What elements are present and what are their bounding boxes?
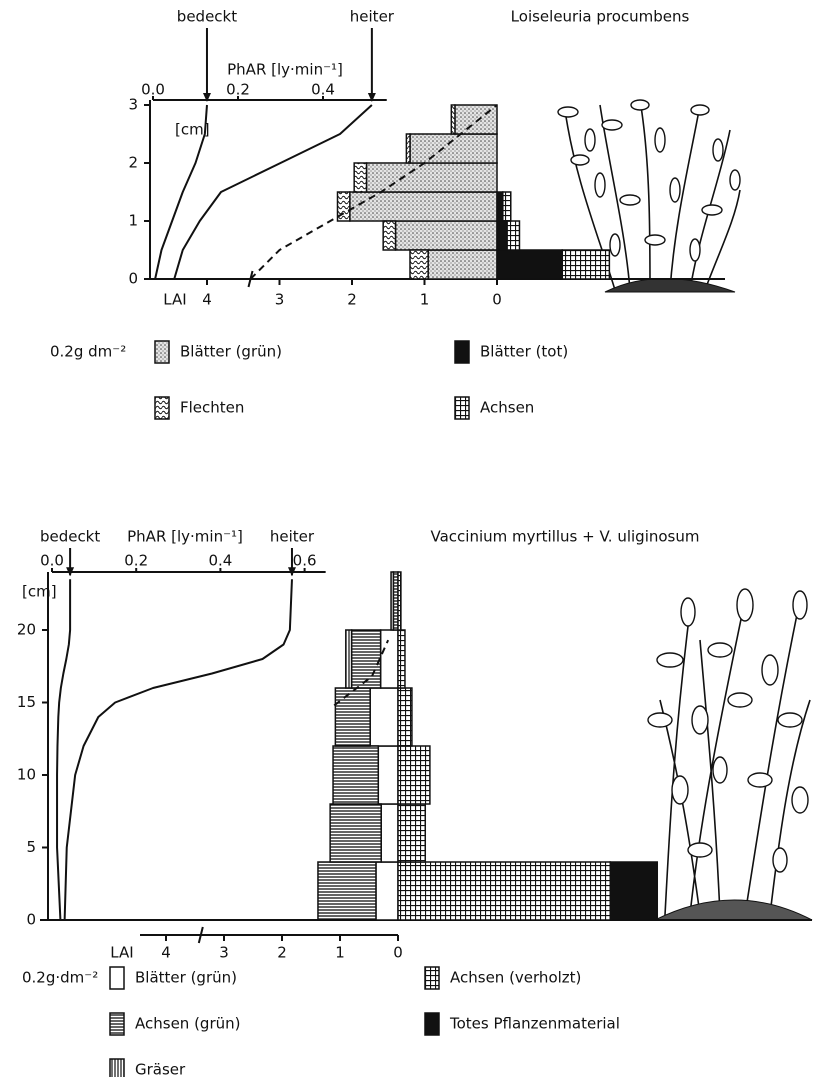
y-tick-label: 0 [26, 911, 36, 929]
biomass-bar [398, 862, 610, 920]
legend-swatch [110, 1013, 124, 1035]
legend-swatch [425, 967, 439, 989]
legend-swatch [110, 967, 124, 989]
figure: Loiseleuria procumbens PhAR [ly·min⁻¹] [cm… [0, 0, 823, 1077]
plant-drawing [648, 589, 812, 920]
legend-label: Achsen (verholzt) [450, 969, 581, 987]
biomass-bar [318, 862, 376, 920]
biomass-bar [335, 688, 370, 746]
lai-tick-label: 2 [347, 291, 357, 309]
biomass-bar [398, 630, 405, 688]
legend-label: Achsen [480, 399, 534, 417]
biomass-bar [367, 163, 498, 192]
legend-swatch [155, 341, 169, 363]
biomass-bar [376, 862, 398, 920]
biomass-bar [455, 105, 497, 134]
y-tick-label: 3 [128, 96, 138, 114]
x-axis-label: PhAR [ly·min⁻¹] [127, 528, 243, 546]
chart-title: Loiseleuria procumbens [511, 8, 690, 26]
x-tick-label: 0.4 [208, 552, 232, 570]
biomass-bar [398, 746, 430, 804]
chart-title: Vaccinium myrtillus + V. uliginosum [431, 528, 700, 546]
biomass-bar [381, 630, 398, 688]
legend-scale: 0.2g dm⁻² [50, 343, 126, 361]
x-tick-label: 0.6 [293, 552, 317, 570]
legend-label: Gräser [135, 1061, 186, 1078]
lai-axis-label: LAI [163, 291, 186, 309]
biomass-bar [352, 630, 381, 688]
biomass-bar [346, 630, 352, 688]
legend-label: Blätter (grün) [135, 969, 237, 987]
biomass-bar [381, 804, 398, 862]
legend-label: Blätter (tot) [480, 343, 568, 361]
lai-tick-label: 3 [275, 291, 285, 309]
lai-tick-label: 4 [161, 944, 171, 962]
x-tick-label: 0.2 [124, 552, 148, 570]
lai-tick-label: 1 [420, 291, 430, 309]
y-tick-label: 0 [128, 270, 138, 288]
biomass-bar [428, 250, 497, 279]
biomass-bar [396, 221, 498, 250]
biomass-bar [370, 688, 398, 746]
lai-tick-label: 2 [277, 944, 287, 962]
y-tick-label: 1 [128, 212, 138, 230]
biomass-bar [354, 163, 366, 192]
biomass-bar [410, 134, 497, 163]
biomass-bar [562, 250, 609, 279]
light-series-label: bedeckt [40, 528, 100, 546]
biomass-bar [330, 804, 381, 862]
legend-label: Totes Pflanzenmaterial [449, 1015, 620, 1033]
biomass-bar [410, 250, 428, 279]
y-tick-label: 5 [26, 838, 36, 856]
biomass-bar [383, 221, 395, 250]
x-tick-label: 0.0 [40, 552, 64, 570]
biomass-bar [391, 572, 393, 630]
biomass-bar [378, 746, 398, 804]
biomass-bar [497, 221, 507, 250]
legend-label: Flechten [180, 399, 244, 417]
biomass-bar [497, 250, 562, 279]
lai-tick-label: 0 [492, 291, 502, 309]
light-curve [65, 579, 292, 920]
light-series-label: heiter [270, 528, 315, 546]
biomass-bar [497, 192, 503, 221]
y-tick-label: 10 [17, 766, 36, 784]
x-tick-label: 0.2 [226, 81, 250, 99]
biomass-bar [406, 134, 410, 163]
y-axis-label: [cm] [22, 583, 57, 601]
y-tick-label: 15 [17, 693, 36, 711]
x-axis-label: PhAR [ly·min⁻¹] [227, 61, 343, 79]
legend-scale: 0.2g·dm⁻² [22, 969, 98, 987]
y-tick-label: 20 [17, 621, 36, 639]
legend-swatch [425, 1013, 439, 1035]
legend-swatch [455, 341, 469, 363]
lai-tick-label: 3 [219, 944, 229, 962]
legend-swatch [155, 397, 169, 419]
biomass-bar [398, 688, 412, 746]
biomass-bar [398, 572, 401, 630]
y-tick-label: 2 [128, 154, 138, 172]
light-curve [57, 579, 70, 920]
biomass-bar [398, 804, 425, 862]
legend-swatch [455, 397, 469, 419]
biomass-bar [333, 746, 378, 804]
lai-tick-label: 0 [393, 944, 403, 962]
light-series-label: heiter [350, 8, 395, 26]
biomass-bar [507, 221, 519, 250]
biomass-bar [503, 192, 511, 221]
light-series-label: bedeckt [177, 8, 237, 26]
x-tick-label: 0.0 [141, 81, 165, 99]
biomass-bar [451, 105, 455, 134]
x-tick-label: 0.4 [311, 81, 335, 99]
biomass-bar [610, 862, 657, 920]
lai-axis-label: LAI [110, 944, 133, 962]
legend-swatch [110, 1059, 124, 1077]
legend-label: Blätter (grün) [180, 343, 282, 361]
lai-tick-label: 4 [202, 291, 212, 309]
lai-tick-label: 1 [335, 944, 345, 962]
legend-label: Achsen (grün) [135, 1015, 240, 1033]
